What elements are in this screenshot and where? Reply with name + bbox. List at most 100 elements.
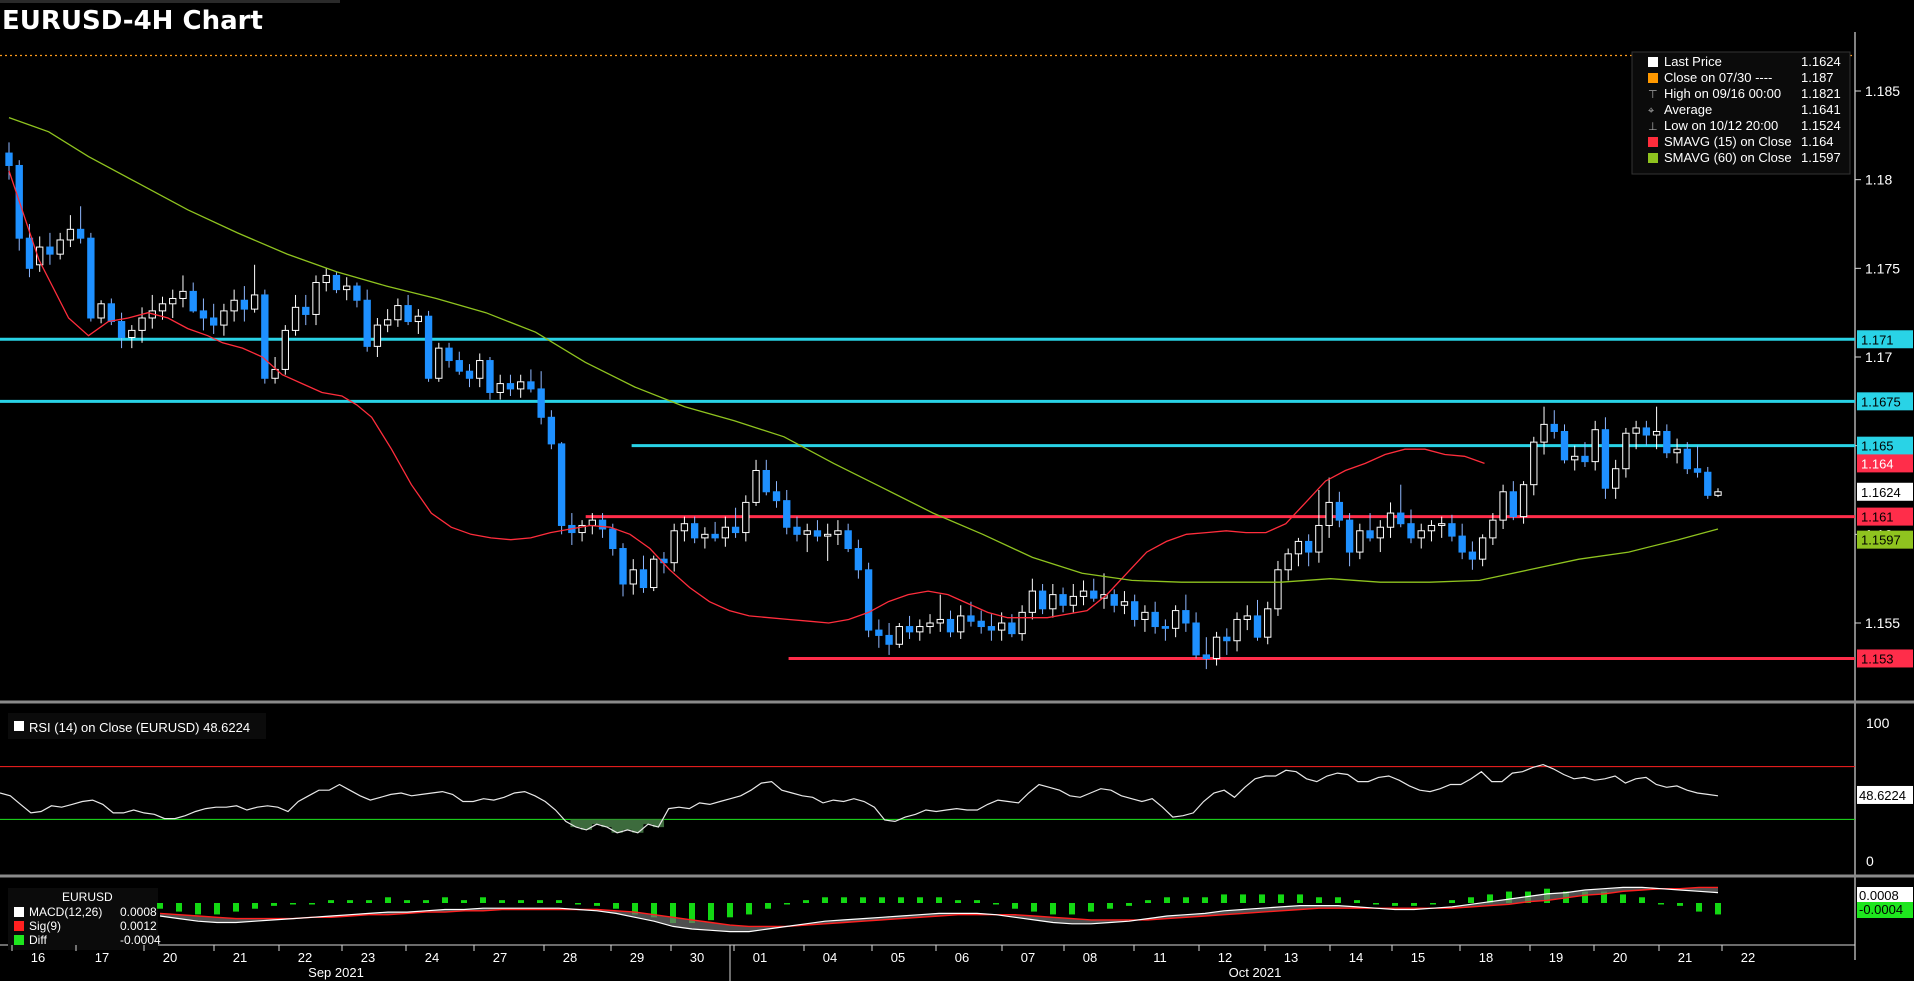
candle-down [1110, 594, 1118, 606]
candle-up [1714, 491, 1722, 496]
candle-down [1253, 615, 1262, 638]
candle-down [1192, 622, 1200, 656]
candle-down [1202, 654, 1210, 659]
macd-hist-bar [746, 903, 752, 915]
macd-series-name: Sig(9) [29, 919, 61, 933]
x-tick-label: 19 [1549, 950, 1563, 965]
y-tick-label: 1.185 [1865, 83, 1900, 99]
candle-up [834, 530, 842, 535]
legend-value: 1.187 [1801, 70, 1834, 85]
candle-up [476, 360, 484, 379]
legend-marker-icon: ⌖ [1648, 105, 1654, 117]
macd-tag: 0.0008 [1859, 888, 1899, 903]
hline-tag-1.1675-bg [1857, 392, 1913, 411]
candle-down [465, 370, 474, 379]
hline-tag-1.165-bg [1857, 436, 1913, 455]
candle-up [824, 533, 832, 537]
candle-down [302, 306, 310, 315]
candle-down [1151, 611, 1159, 628]
candle-up [312, 282, 320, 315]
x-tick-label: 22 [1741, 950, 1755, 965]
candle-up [1622, 432, 1630, 470]
candle-up [1519, 484, 1528, 518]
candle-down [1223, 636, 1231, 642]
macd-hist-bar [347, 900, 353, 903]
candle-down [1008, 622, 1016, 635]
x-tick-label: 22 [298, 950, 312, 965]
candle-down [1642, 427, 1651, 436]
macd-hist-bar [233, 903, 239, 912]
candle-down [1601, 429, 1610, 489]
y-tick-label: 1.175 [1865, 260, 1900, 276]
macd-hist-bar [309, 903, 315, 905]
candle-down [1407, 523, 1415, 539]
window-tab-strip [0, 0, 340, 3]
legend-label: SMAVG (15) on Close [1664, 134, 1792, 149]
candle-up [1417, 530, 1425, 539]
candle-down [844, 530, 852, 550]
candle-down [619, 548, 627, 585]
macd-hist-bar [1392, 903, 1398, 906]
candle-down [537, 388, 545, 418]
candle-down [25, 237, 34, 269]
candle-up [414, 315, 423, 323]
rsi-tag-bg [1857, 785, 1913, 804]
candle-down [639, 569, 648, 589]
candle-down [445, 347, 453, 362]
candle-up [936, 618, 944, 624]
macd-hist-bar [1601, 891, 1607, 903]
macd-hist-bar [1373, 903, 1379, 905]
candle-up [1530, 441, 1538, 486]
candle-down [261, 294, 269, 379]
legend-value: 1.1624 [1801, 54, 1841, 69]
macd-hist-bar [195, 903, 201, 915]
candle-up [578, 524, 586, 534]
candle-up [1171, 610, 1180, 629]
macd-signal-line [159, 886, 1718, 928]
candle-up [721, 526, 730, 539]
legend-swatch [1648, 137, 1658, 147]
macd-hist-bar [1449, 900, 1455, 903]
macd-hist-bar [518, 900, 524, 903]
legend-value: 1.1597 [1801, 150, 1841, 165]
macd-hist-bar [1145, 900, 1151, 903]
legend-value: 1.1641 [1801, 102, 1841, 117]
macd-hist-bar [1107, 903, 1113, 909]
candle-down [977, 620, 985, 628]
macd-tag-bg [1857, 887, 1913, 904]
legend-label: High on 09/16 00:00 [1664, 86, 1781, 101]
candle-up [66, 228, 75, 241]
rsi-label: RSI (14) on Close (EURUSD) 48.6224 [29, 720, 250, 735]
x-tick-label: 28 [563, 950, 577, 965]
candle-up [1438, 523, 1446, 526]
candle-up [680, 523, 689, 532]
macd-hist-bar [879, 897, 885, 903]
legend-box [1631, 51, 1851, 175]
macd-hist-bar [689, 903, 695, 924]
x-tick-label: 08 [1083, 950, 1097, 965]
month-label-sep: Sep 2021 [308, 965, 364, 980]
legend-swatch [1648, 153, 1658, 163]
candle-down [731, 526, 740, 534]
macd-hist-bar [1221, 894, 1227, 903]
value-tag-1.1624-bg [1857, 482, 1913, 501]
candle-up [1274, 569, 1282, 610]
candle-down [46, 246, 54, 255]
legend-marker-icon: ⊥ [1648, 121, 1658, 133]
macd-hist-bar [480, 897, 486, 903]
candle-up [1294, 540, 1303, 555]
macd-hist-bar [575, 903, 581, 905]
candle-down [1550, 423, 1558, 432]
macd-hist-bar [860, 897, 866, 903]
candle-up [1018, 611, 1026, 635]
macd-hist-bar [385, 897, 391, 903]
legend-label: Close on 07/30 ---- [1664, 70, 1772, 85]
candle-down [1059, 594, 1067, 606]
macd-hist-bar [936, 897, 942, 903]
candle-up [1591, 429, 1599, 463]
candle-down [1038, 590, 1047, 610]
legend-label: Last Price [1664, 54, 1722, 69]
candle-down [1683, 448, 1691, 470]
candle-up [383, 319, 392, 326]
candle-up [373, 324, 382, 347]
